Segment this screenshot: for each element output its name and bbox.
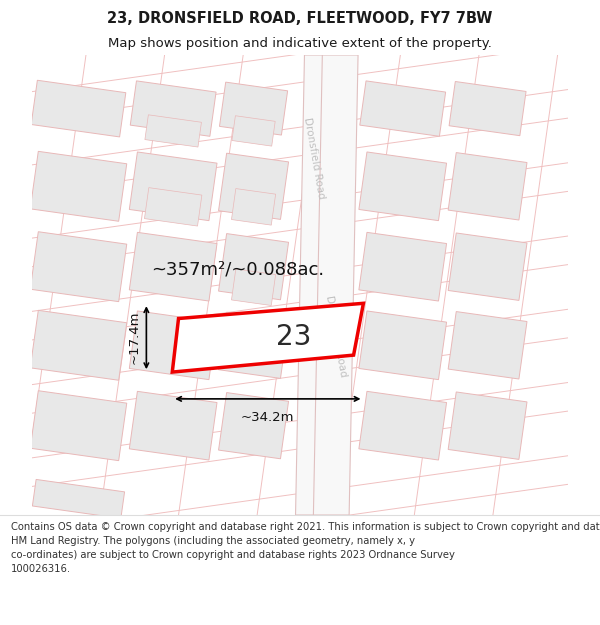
Polygon shape xyxy=(448,233,527,301)
Text: 23, DRONSFIELD ROAD, FLEETWOOD, FY7 7BW: 23, DRONSFIELD ROAD, FLEETWOOD, FY7 7BW xyxy=(107,11,493,26)
Polygon shape xyxy=(218,234,289,300)
Text: Dronsfield Road: Dronsfield Road xyxy=(323,295,348,378)
Polygon shape xyxy=(232,116,275,146)
Text: ~34.2m: ~34.2m xyxy=(241,411,295,424)
Polygon shape xyxy=(130,391,217,460)
Polygon shape xyxy=(359,152,446,221)
Polygon shape xyxy=(359,232,446,301)
Polygon shape xyxy=(296,55,325,515)
Polygon shape xyxy=(218,153,289,219)
Polygon shape xyxy=(360,81,446,136)
Polygon shape xyxy=(130,311,217,379)
Polygon shape xyxy=(359,391,446,460)
Polygon shape xyxy=(449,81,526,136)
Polygon shape xyxy=(31,80,126,137)
Text: Map shows position and indicative extent of the property.: Map shows position and indicative extent… xyxy=(108,38,492,51)
Text: Dronsfield Road: Dronsfield Road xyxy=(302,116,326,199)
Polygon shape xyxy=(218,392,289,459)
Polygon shape xyxy=(130,81,216,136)
Text: ~17.4m: ~17.4m xyxy=(128,311,141,364)
Text: 23: 23 xyxy=(276,323,311,351)
Polygon shape xyxy=(32,479,125,518)
Polygon shape xyxy=(359,311,446,379)
Text: ~357m²/~0.088ac.: ~357m²/~0.088ac. xyxy=(151,261,324,278)
Polygon shape xyxy=(30,151,127,221)
Polygon shape xyxy=(232,269,275,306)
Polygon shape xyxy=(145,115,202,147)
Text: Contains OS data © Crown copyright and database right 2021. This information is : Contains OS data © Crown copyright and d… xyxy=(11,522,600,574)
Polygon shape xyxy=(172,303,364,372)
Polygon shape xyxy=(130,152,217,221)
Polygon shape xyxy=(30,311,127,380)
Polygon shape xyxy=(448,152,527,220)
Polygon shape xyxy=(218,312,289,378)
Polygon shape xyxy=(232,189,275,225)
Polygon shape xyxy=(145,188,202,226)
Polygon shape xyxy=(130,232,217,301)
Polygon shape xyxy=(30,232,127,302)
Polygon shape xyxy=(448,392,527,459)
Polygon shape xyxy=(220,82,287,135)
Polygon shape xyxy=(448,312,527,379)
Polygon shape xyxy=(30,391,127,461)
Polygon shape xyxy=(313,55,358,515)
